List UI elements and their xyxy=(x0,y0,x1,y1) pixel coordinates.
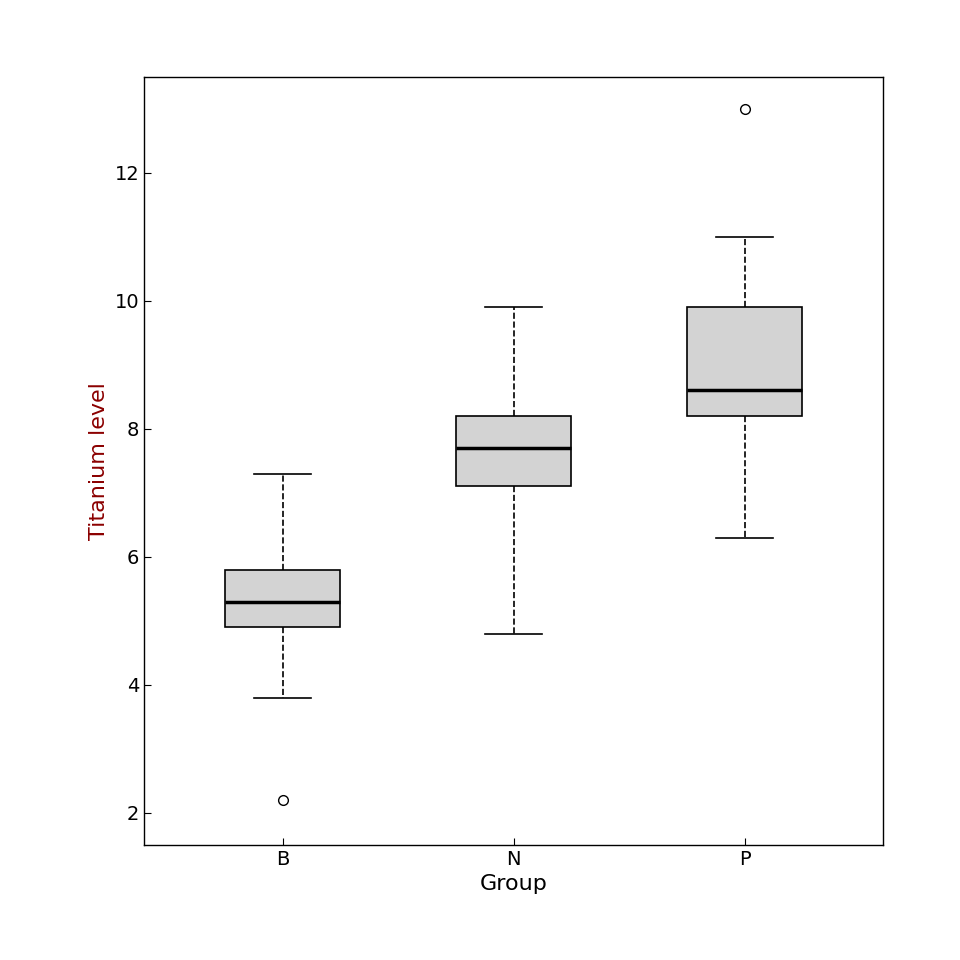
X-axis label: Group: Group xyxy=(480,875,547,894)
PathPatch shape xyxy=(686,307,803,416)
PathPatch shape xyxy=(456,416,571,487)
PathPatch shape xyxy=(225,569,341,627)
Y-axis label: Titanium level: Titanium level xyxy=(89,382,108,540)
